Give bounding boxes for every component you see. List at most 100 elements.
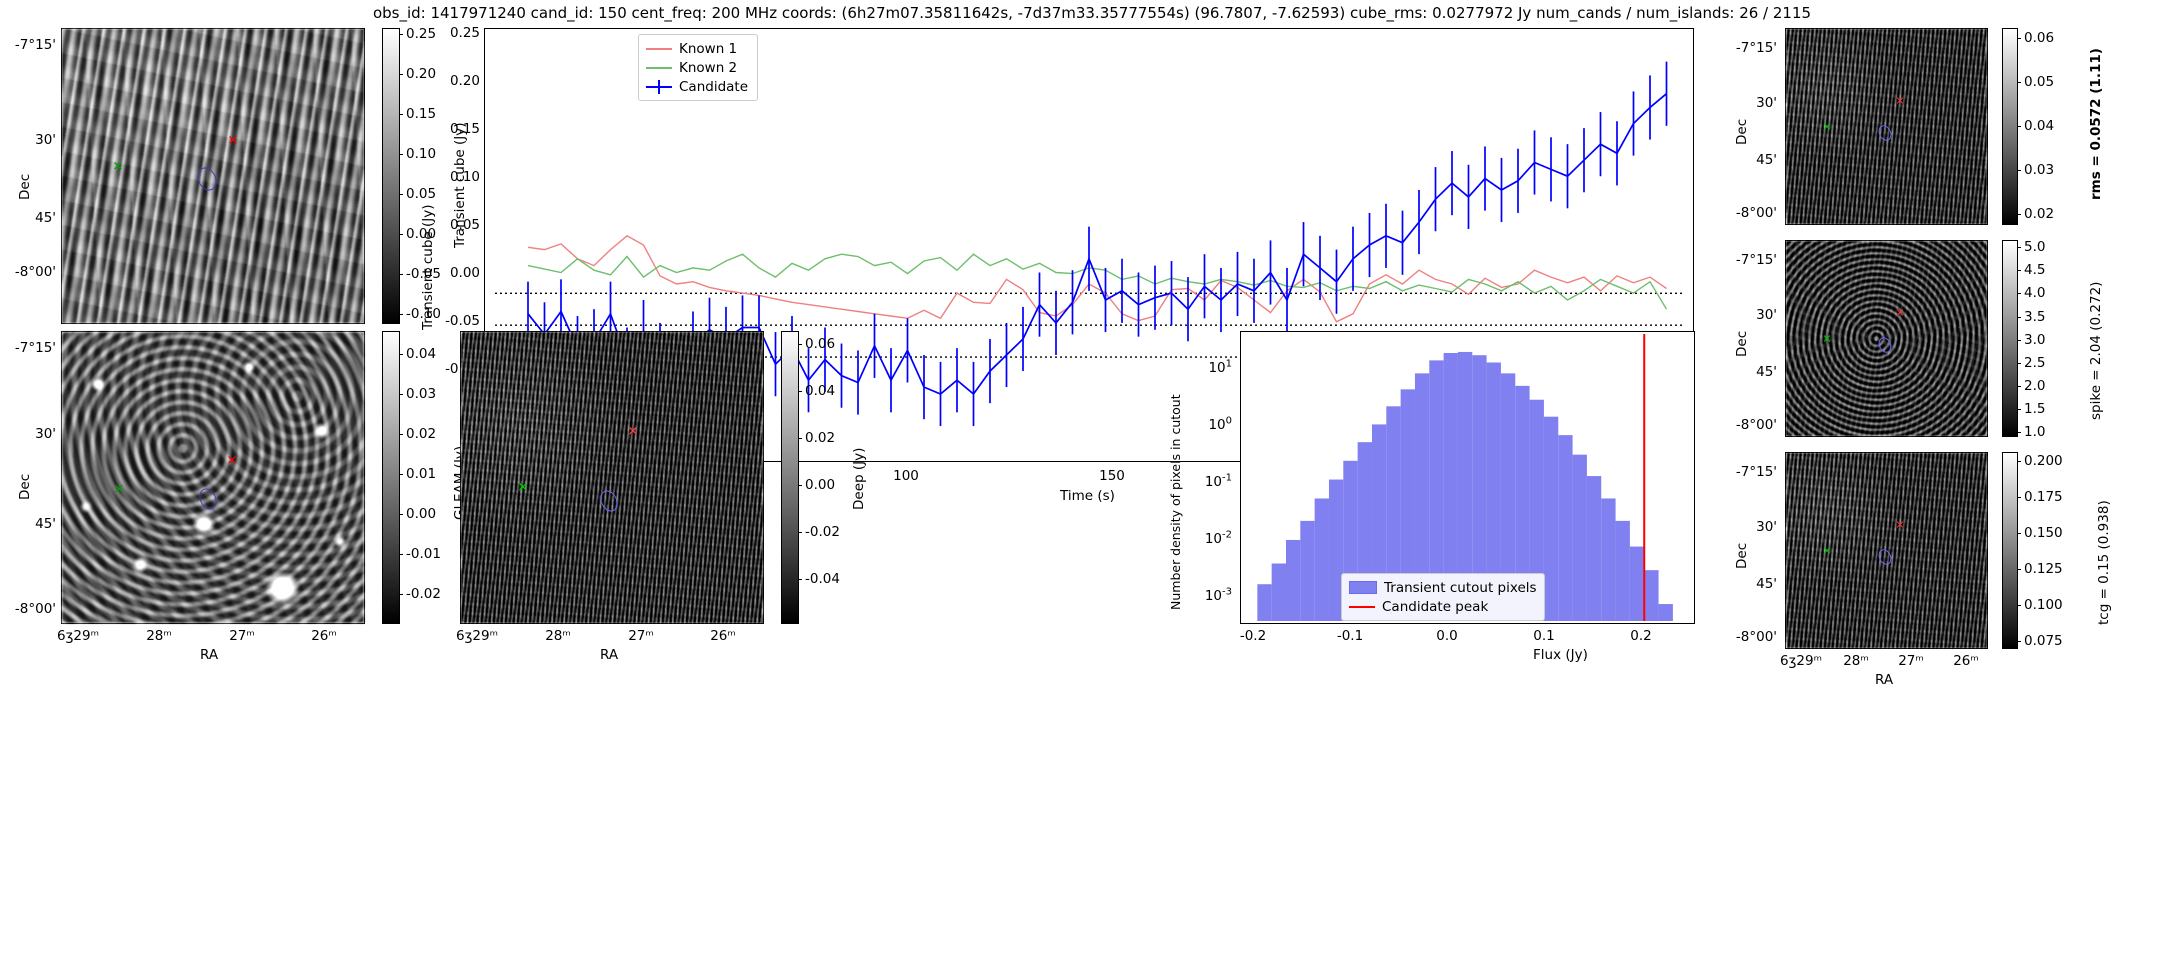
legend-label-known2: Known 2 <box>679 59 738 76</box>
spike-ytick-0: -7°15' <box>1735 252 1777 268</box>
tcg-map-panel: ✕ ✕ <box>1785 452 1988 649</box>
deep-cutout-xtick-3: 26ᵐ <box>710 628 736 644</box>
gleam-cutout-colorbar: 0.04 0.03 0.02 0.01 0.00 -0.01 -0.02 <box>382 331 441 624</box>
legend-item-candidate: Candidate <box>646 77 750 96</box>
lc-ytick-5: 0.15 <box>449 121 480 137</box>
legend-item-known1: Known 1 <box>646 39 750 58</box>
deep-cutout-colorbar: 0.06 0.04 0.02 0.00 -0.02 -0.04 <box>781 331 840 624</box>
lc-ytick-1: -0.05 <box>445 313 480 329</box>
tcg-map-ylabel: Dec <box>1734 542 1750 569</box>
deep-cutout-panel: ✕ ✕ <box>460 331 764 624</box>
spike-map-ylabel: Dec <box>1734 330 1750 357</box>
cb5-tick-4: 3.0 <box>2024 332 2046 348</box>
tcg-map-colorbar: 0.200 0.175 0.150 0.125 0.100 0.075 <box>2002 452 2063 649</box>
legend-label-candidate-peak: Candidate peak <box>1382 598 1489 615</box>
cb3-tick-2: 0.02 <box>805 430 836 446</box>
transient-cutout-colorbar: 0.25 0.20 0.15 0.10 0.05 0.00 -0.05 -0.1… <box>382 26 441 324</box>
cb5-tick-3: 3.5 <box>2024 309 2046 325</box>
legend-label-candidate: Candidate <box>679 78 749 95</box>
rms-ytick-3: -8°00' <box>1735 205 1777 221</box>
cb2-tick-2: 0.02 <box>406 426 437 442</box>
tcg-ytick-3: -8°00' <box>1735 629 1777 645</box>
known2-line-swatch <box>646 66 672 69</box>
transient-cutout-xtick-3: 26ᵐ <box>311 628 337 644</box>
spike-map-image <box>1786 241 1987 436</box>
hist-xtick-1: -0.1 <box>1336 628 1364 644</box>
cb3-tick-3: 0.00 <box>805 477 836 493</box>
known2-marker-green: ✕ <box>1822 544 1832 558</box>
flux-histogram-legend: Transient cutout pixels Candidate peak <box>1341 573 1545 621</box>
known2-marker-green: ✕ <box>517 480 529 496</box>
transient-cutout-xtick-1: 28ᵐ <box>146 628 172 644</box>
cb6-tick-5: 0.075 <box>2024 633 2063 649</box>
known1-marker-red: ✕ <box>227 133 239 149</box>
hist-xtick-4: 0.2 <box>1630 628 1652 644</box>
cb2-tick-5: -0.01 <box>406 546 441 562</box>
deep-cutout-colorbar-label: Deep (Jy) <box>851 447 867 510</box>
tcg-ytick-1: 30' <box>1756 519 1777 535</box>
peak-line-swatch <box>1349 605 1375 608</box>
legend-label-known1: Known 1 <box>679 40 738 57</box>
rms-ytick-0: -7°15' <box>1735 40 1777 56</box>
gleam-cutout-ytick-2: 45' <box>35 516 56 532</box>
cb1-tick-0: 0.25 <box>406 26 437 42</box>
cb6-tick-4: 0.100 <box>2024 597 2063 613</box>
tcg-xtick-2: 27ᵐ <box>1898 653 1924 669</box>
rms-ytick-2: 45' <box>1756 152 1777 168</box>
cb4-tick-3: 0.03 <box>2024 162 2055 178</box>
cb5-tick-1: 4.5 <box>2024 262 2046 278</box>
cb3-tick-5: -0.04 <box>805 571 840 587</box>
known1-marker-red: ✕ <box>1895 306 1905 320</box>
known2-marker-green: ✕ <box>113 482 125 498</box>
rms-map-ylabel: Dec <box>1734 118 1750 145</box>
gleam-cutout-ytick-0: -7°15' <box>14 340 56 356</box>
hist-xtick-2: 0.0 <box>1436 628 1458 644</box>
lightcurve-xlabel: Time (s) <box>1060 488 1115 504</box>
gleam-cutout-ylabel: Dec <box>17 473 33 500</box>
tcg-map-xlabel: RA <box>1875 672 1894 688</box>
cb4-tick-4: 0.02 <box>2024 206 2055 222</box>
cb3-tick-1: 0.04 <box>805 383 836 399</box>
cb1-tick-3: 0.10 <box>406 146 437 162</box>
spike-ytick-1: 30' <box>1756 307 1777 323</box>
known1-marker-red: ✕ <box>226 453 238 469</box>
tcg-xtick-1: 28ᵐ <box>1843 653 1869 669</box>
legend-item-candidate-peak: Candidate peak <box>1349 597 1537 616</box>
deep-cutout-xtick-2: 27ᵐ <box>628 628 654 644</box>
lc-ytick-2: 0.00 <box>449 265 480 281</box>
cb6-tick-0: 0.200 <box>2024 453 2063 469</box>
rms-ytick-1: 30' <box>1756 95 1777 111</box>
gleam-cutout-panel: ✕ ✕ <box>61 331 365 624</box>
transient-cutout-ytick-2: 45' <box>35 210 56 226</box>
cb5-tick-7: 1.5 <box>2024 401 2046 417</box>
hist-ytick-1: 100 <box>1208 415 1232 433</box>
legend-item-known2: Known 2 <box>646 58 750 77</box>
cb3-tick-0: 0.06 <box>805 336 836 352</box>
hist-ytick-0: 101 <box>1208 358 1232 376</box>
hist-fill-swatch <box>1349 581 1377 594</box>
gleam-cutout-ytick-1: 30' <box>35 426 56 442</box>
flux-histogram-xlabel: Flux (Jy) <box>1533 647 1588 663</box>
known2-marker-green: ✕ <box>1822 332 1832 346</box>
cb2-tick-3: 0.01 <box>406 466 437 482</box>
deep-cutout-image <box>461 332 763 623</box>
cb1-tick-7: -0.10 <box>406 306 441 322</box>
transient-cutout-image <box>62 29 364 323</box>
legend-label-cutout-pixels: Transient cutout pixels <box>1384 579 1537 596</box>
cb6-tick-2: 0.150 <box>2024 525 2063 541</box>
lc-ytick-4: 0.10 <box>449 169 480 185</box>
deep-cutout-xtick-0: 6ʒ29ᵐ <box>456 628 498 644</box>
spike-ytick-2: 45' <box>1756 364 1777 380</box>
lc-ytick-7: 0.25 <box>449 25 480 41</box>
hist-ytick-4: 10-3 <box>1204 586 1232 604</box>
tcg-xtick-0: 6ʒ29ᵐ <box>1780 653 1822 669</box>
tcg-map-image <box>1786 453 1987 648</box>
rms-map-colorbar: 0.06 0.05 0.04 0.03 0.02 <box>2002 28 2054 225</box>
known1-marker-red: ✕ <box>627 424 639 440</box>
transient-cutout-ylabel: Dec <box>17 173 33 200</box>
cb4-tick-2: 0.04 <box>2024 118 2055 134</box>
transient-cutout-xtick-2: 27ᵐ <box>229 628 255 644</box>
cb5-tick-0: 5.0 <box>2024 239 2046 255</box>
rms-map-panel: ✕ ✕ <box>1785 28 1988 225</box>
cb3-tick-4: -0.02 <box>805 524 840 540</box>
